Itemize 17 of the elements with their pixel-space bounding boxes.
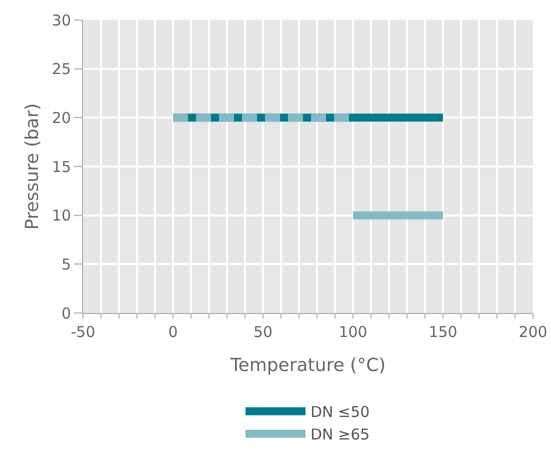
y-tick-label: 5: [61, 255, 71, 274]
legend-label: DN ≥65: [310, 426, 370, 444]
y-tick-label: 0: [61, 304, 71, 322]
legend-label: DN ≤50: [310, 403, 370, 422]
y-tick-label: 25: [52, 60, 71, 78]
y-tick-label: 30: [52, 11, 71, 30]
y-tick-label: 10: [52, 206, 71, 225]
x-tick-label: 0: [168, 323, 178, 341]
y-axis-title: Pressure (bar): [22, 103, 44, 230]
y-tick-label: 20: [52, 108, 71, 127]
y-tick-label: 15: [52, 158, 71, 176]
x-axis-title: Temperature (°C): [229, 355, 386, 376]
x-tick-label: 50: [253, 323, 273, 341]
x-tick-label: 100: [338, 323, 368, 341]
x-tick-label: 200: [518, 323, 548, 341]
x-tick-label: -50: [70, 323, 96, 341]
x-tick-label: 150: [428, 323, 458, 341]
